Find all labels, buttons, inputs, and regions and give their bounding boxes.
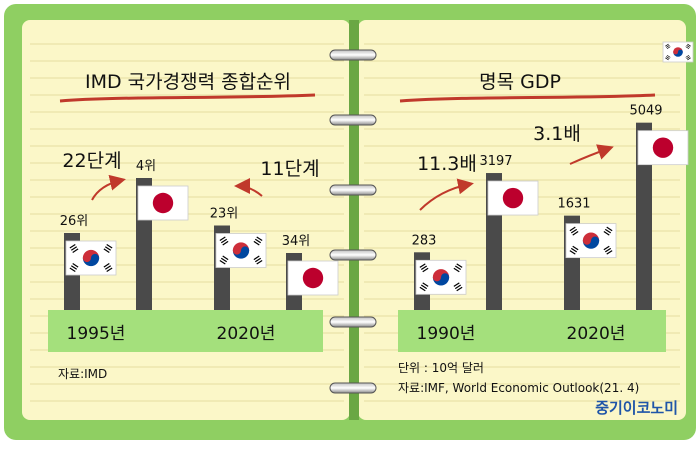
data-label: 4위	[136, 159, 156, 174]
right-chart-title: 명목 GDP	[479, 71, 561, 93]
spine	[349, 20, 359, 420]
data-label: 1631	[557, 197, 590, 212]
right-chart: 1990년 283 3197 2020년 1631 5049 11.3배 3.1배	[412, 104, 689, 344]
category-label: 2020년	[217, 324, 276, 344]
left-source: 자료:IMD	[58, 367, 107, 381]
brand-logo: 중기이코노미	[595, 399, 678, 417]
binder-ring-icon	[329, 114, 377, 126]
korea-flag-icon	[415, 259, 467, 295]
binder-ring-icon	[329, 249, 377, 261]
data-label: 34위	[282, 234, 311, 249]
left-chart: 1995년 26위 4위 2020년 23위 34위 22단계 11단계	[60, 150, 339, 344]
data-label: 5049	[629, 104, 662, 119]
korea-flag-icon	[662, 41, 694, 63]
left-title-underline	[59, 93, 316, 103]
right-category-band	[398, 310, 666, 352]
right-source: 자료:IMF, World Economic Outlook(21. 4)	[398, 381, 639, 395]
left-chart-title: IMD 국가경쟁력 종합순위	[85, 71, 291, 93]
left-category-band	[48, 310, 323, 352]
category-label: 1995년	[67, 324, 126, 344]
category-label: 2020년	[567, 324, 626, 344]
korea-flag-icon	[215, 233, 267, 268]
japan-flag-icon	[137, 185, 189, 221]
trend-arrow	[234, 178, 263, 197]
trend-arrow	[419, 178, 474, 211]
data-label: 283	[412, 233, 437, 248]
change-annotation: 11단계	[260, 158, 319, 180]
data-label: 26위	[60, 214, 89, 229]
japan-flag-icon	[637, 130, 689, 166]
binder-ring-icon	[329, 49, 377, 61]
change-annotation: 11.3배	[417, 153, 477, 175]
trend-arrow	[91, 174, 126, 201]
change-annotation: 22단계	[62, 150, 121, 172]
right-title-underline	[399, 93, 656, 103]
binder-rings	[329, 49, 377, 394]
trend-arrow	[569, 144, 614, 165]
japan-flag-icon	[487, 180, 539, 216]
right-unit: 단위 : 10억 달러	[398, 361, 484, 375]
data-label: 3197	[479, 154, 512, 169]
korea-flag-icon	[565, 223, 617, 259]
category-label: 1990년	[417, 324, 476, 344]
korea-flag-icon	[65, 240, 117, 276]
data-label: 23위	[210, 207, 239, 222]
binder-ring-icon	[329, 382, 377, 394]
bar	[636, 122, 652, 310]
binder-ring-icon	[329, 316, 377, 328]
change-annotation: 3.1배	[533, 123, 581, 145]
korea-flag-icon	[662, 41, 694, 63]
japan-flag-icon	[287, 260, 339, 296]
binder-ring-icon	[329, 184, 377, 196]
